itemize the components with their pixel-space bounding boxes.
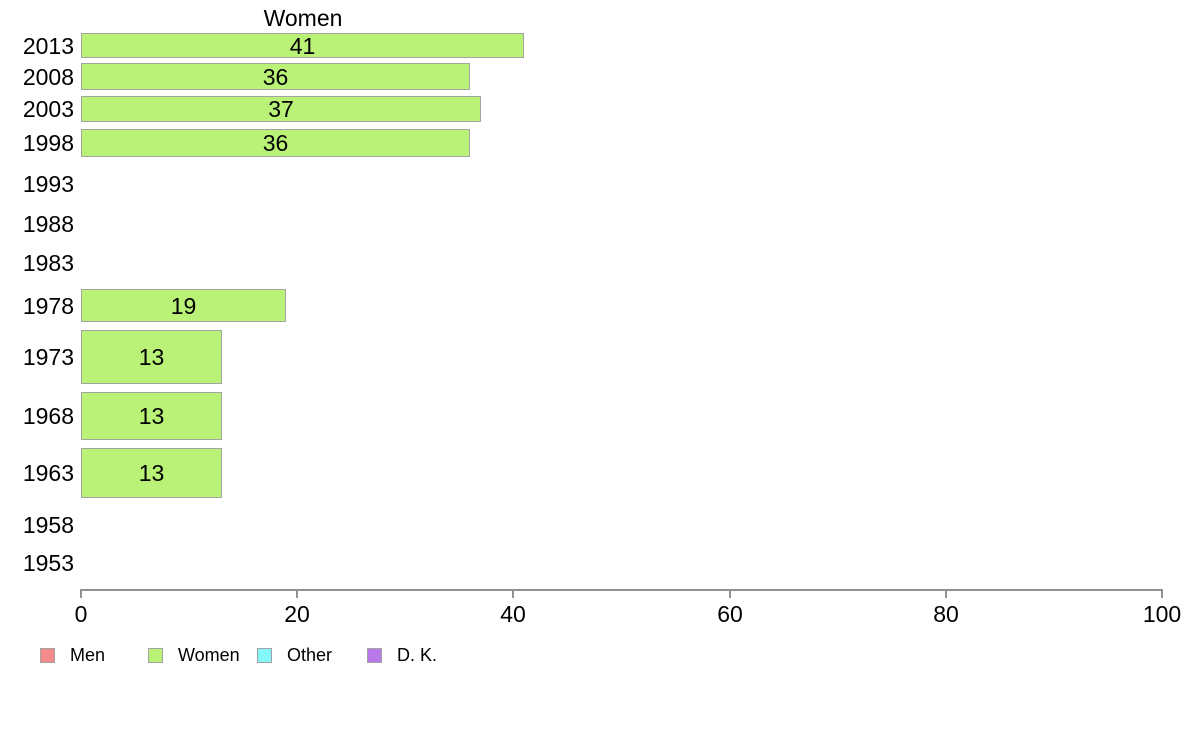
y-tick-label-1963: 1963: [22, 460, 74, 486]
y-tick-label-1993: 1993: [22, 171, 74, 197]
legend-swatch-dk: [367, 648, 382, 663]
bar-1973: 13: [81, 330, 222, 384]
x-axis-tick-label-80: 80: [933, 601, 959, 627]
bar-value-label-1998: 36: [262, 130, 289, 156]
chart-title: Women: [263, 5, 343, 31]
y-tick-label-1998: 1998: [22, 130, 74, 156]
y-tick-label-2003: 2003: [22, 96, 74, 122]
x-axis-tick-label-100: 100: [1142, 601, 1182, 627]
x-axis-tick-label-60: 60: [717, 601, 743, 627]
bar-1998: 36: [81, 129, 470, 157]
bar-2013: 41: [81, 32, 524, 59]
x-axis-tick-20: [296, 589, 298, 598]
x-axis-tick-100: [1161, 589, 1163, 598]
legend-label-men: Men: [70, 645, 106, 665]
bar-1968: 13: [81, 392, 222, 440]
bar-value-label-2003: 37: [268, 96, 294, 122]
x-axis-tick-60: [729, 589, 731, 598]
x-axis-tick-40: [512, 589, 514, 598]
legend-label-women: Women: [178, 645, 240, 665]
y-tick-label-2008: 2008: [22, 63, 74, 90]
legend-swatch-women: [148, 648, 163, 663]
y-tick-label-1968: 1968: [22, 403, 74, 429]
bar-2008: 36: [81, 63, 470, 90]
bar-value-label-1963: 13: [138, 460, 165, 486]
bar-1978: 19: [81, 289, 286, 322]
bar-value-label-2013: 41: [289, 32, 316, 59]
legend-label-other: Other: [287, 645, 333, 665]
x-axis-tick-label-0: 0: [74, 601, 88, 627]
y-tick-label-1978: 1978: [22, 292, 74, 319]
bar-1963: 13: [81, 448, 222, 498]
x-axis-tick-label-20: 20: [284, 601, 310, 627]
y-tick-label-1953: 1953: [22, 550, 74, 576]
x-axis-tick-80: [945, 589, 947, 598]
bar-2003: 37: [81, 96, 481, 122]
legend-swatch-other: [257, 648, 272, 663]
bar-value-label-1973: 13: [138, 344, 165, 370]
x-axis-line: [81, 589, 1162, 591]
y-tick-label-1973: 1973: [22, 344, 74, 370]
y-tick-label-2013: 2013: [22, 32, 74, 59]
y-tick-label-1983: 1983: [22, 250, 74, 276]
x-axis-tick-0: [80, 589, 82, 598]
bar-value-label-1978: 19: [170, 292, 197, 319]
y-tick-label-1958: 1958: [22, 512, 74, 538]
bar-value-label-1968: 13: [138, 403, 165, 429]
x-axis-tick-label-40: 40: [500, 601, 526, 627]
legend-swatch-men: [40, 648, 55, 663]
legend-label-dk: D. K.: [397, 645, 438, 665]
y-tick-label-1988: 1988: [22, 211, 74, 237]
bar-value-label-2008: 36: [262, 63, 289, 90]
